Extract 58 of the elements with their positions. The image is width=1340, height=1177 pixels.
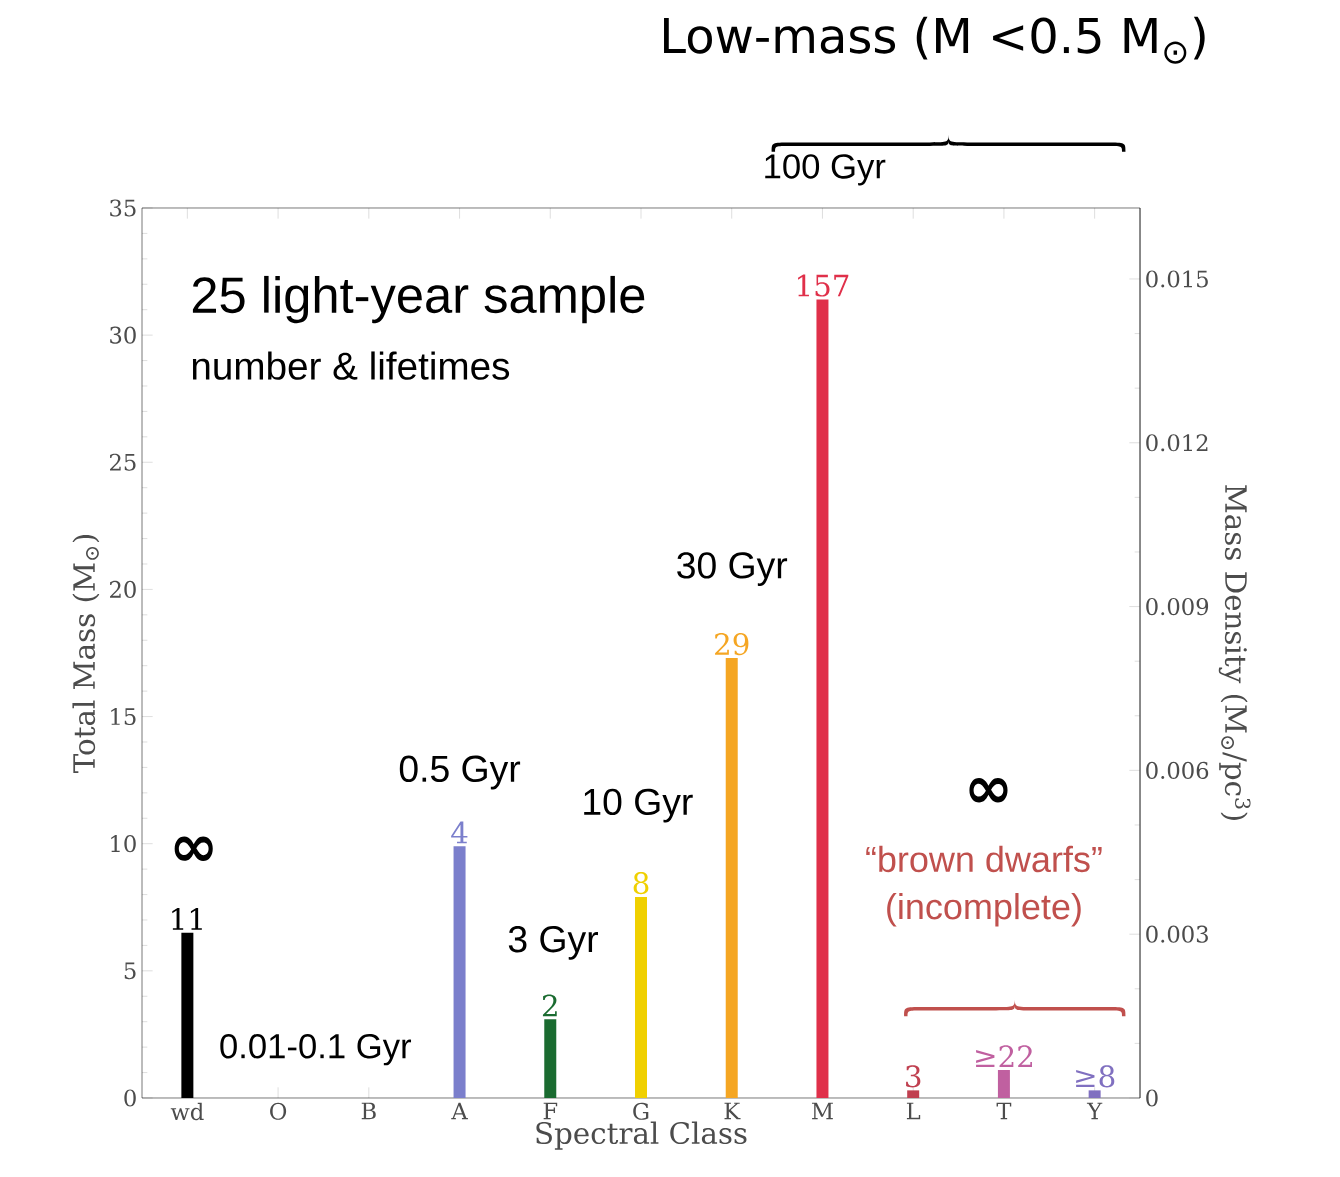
annotation: 30 Gyr [677,552,788,586]
annotation: 3 [906,1065,921,1088]
y-tick-label: 25 [110,453,136,471]
y-tick-label: 5 [124,962,136,980]
y-tick-label: 10 [111,835,136,853]
bar [1088,1090,1101,1098]
annotation: ∞ [969,778,1008,803]
y2-tick-label: 0 [1146,1089,1158,1107]
bar [907,1090,920,1098]
y2-tick-label: 0.012 [1146,434,1208,452]
bar [816,299,829,1098]
annotation: ≥22 [976,1045,1032,1068]
x-tick-label: F [543,1102,558,1120]
bar [544,1019,557,1098]
x-tick-label: T [996,1102,1012,1120]
annotation: 4 [451,821,468,844]
y2-tick-label: 0.009 [1146,597,1209,616]
annotation: “brown dwarfs” [866,845,1102,873]
annotation: 8 [633,871,649,895]
y2-tick-label: 0.003 [1146,925,1208,943]
x-tick-label: G [633,1102,649,1120]
y-tick-label: 30 [110,326,136,344]
x-tick-label: O [270,1102,287,1120]
annotation: 2 [542,994,557,1017]
text: 100 Gyr [765,154,886,186]
x-tick-label: L [906,1102,921,1120]
bar [453,846,466,1098]
annotation: number & lifetimes [192,351,510,380]
annotation: 3 Gyr [508,925,598,960]
bar [997,1070,1010,1098]
annotation: 157 [798,274,849,297]
x-tick-label: M [811,1102,833,1120]
text: Low-mass (M <0.5 M$_{⊙}$) [664,16,1205,64]
annotation: 0.01-0.1 Gyr [220,1033,412,1066]
y-axis-title: Total Mass (M$_{⊙}$) [72,534,100,774]
y-tick-label: 15 [111,707,136,726]
annotation: (incomplete) [887,893,1081,927]
x-tick-label: A [451,1102,468,1120]
annotation: 29 [715,632,749,656]
y-tick-label: 20 [110,580,136,598]
y2-axis-title: Mass Density (M$_{⊙}$/pc$^{3}$) [1218,485,1251,820]
annotation: 11 [172,908,202,930]
y2-tick-label: 0.015 [1146,270,1208,288]
x-axis-title: Spectral Class [536,1121,747,1150]
bar [725,658,738,1098]
x-tick-label: Y [1086,1102,1103,1120]
y-tick-label: 0 [124,1089,136,1107]
annotation: ≥8 [1076,1065,1115,1088]
x-tick-label: wd [170,1102,204,1121]
annotation: 10 Gyr [584,788,693,823]
annotation: 25 light-year sample [192,275,645,324]
x-tick-label: K [724,1102,741,1120]
x-tick-label: B [361,1102,376,1120]
annotation: 0.5 Gyr [399,755,521,790]
annotation: ∞ [174,836,213,861]
y-tick-label: 35 [110,199,136,217]
bar [635,897,647,1098]
y2-tick-label: 0.006 [1146,761,1209,779]
